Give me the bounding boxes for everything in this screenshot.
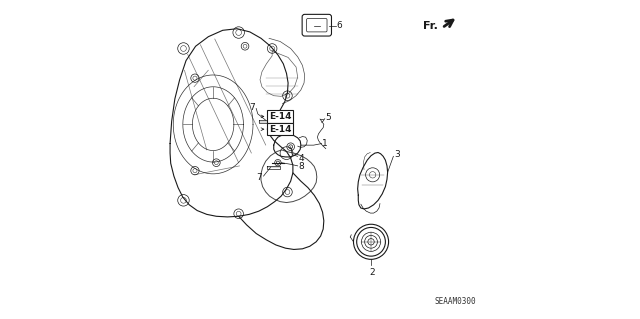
FancyBboxPatch shape — [307, 19, 327, 32]
Text: 5: 5 — [325, 113, 331, 122]
Text: 6: 6 — [337, 21, 342, 30]
Text: SEAAM0300: SEAAM0300 — [435, 297, 476, 306]
Text: 7: 7 — [257, 173, 262, 182]
Text: E-14: E-14 — [269, 125, 291, 134]
Text: 8: 8 — [298, 162, 304, 171]
Text: E-14: E-14 — [269, 112, 291, 121]
Text: Fr.: Fr. — [423, 20, 438, 31]
Text: 7: 7 — [249, 103, 255, 112]
Text: 2: 2 — [370, 268, 376, 277]
Text: 4: 4 — [298, 154, 304, 163]
FancyBboxPatch shape — [302, 14, 332, 36]
Text: 3: 3 — [394, 150, 400, 159]
Text: 1: 1 — [322, 139, 328, 148]
